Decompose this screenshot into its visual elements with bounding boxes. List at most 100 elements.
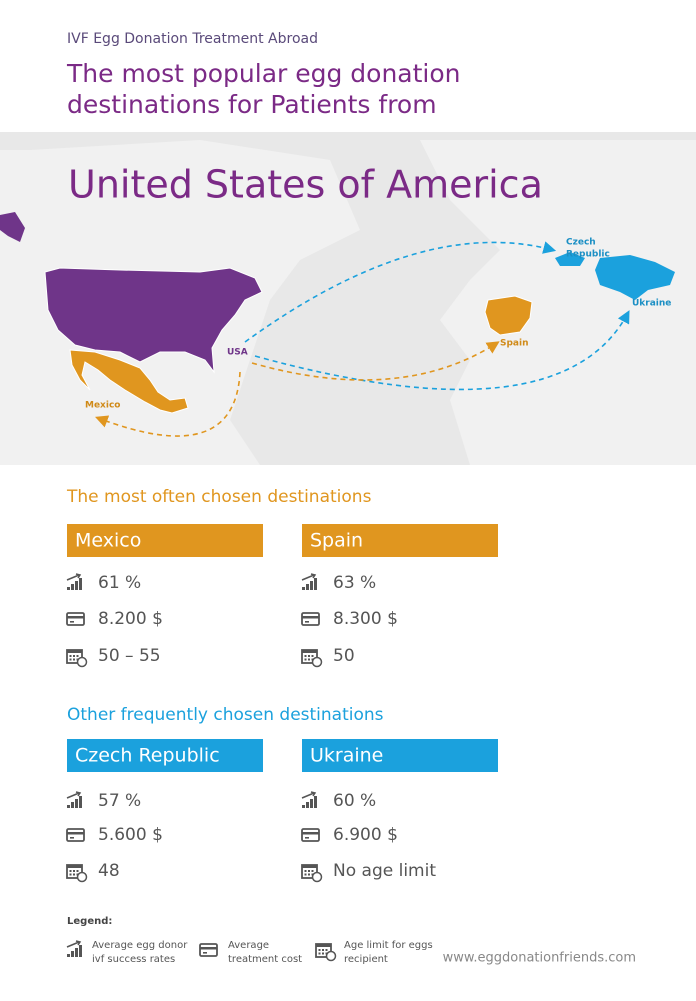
icon-day — [304, 870, 307, 872]
icon-bar — [314, 578, 317, 590]
icon-arrow — [66, 573, 82, 581]
icon-chip — [70, 621, 74, 623]
legend-text: treatment cost — [228, 954, 302, 965]
legend-text: recipient — [344, 954, 388, 965]
destination-bar — [67, 524, 263, 557]
icon-cost — [301, 612, 320, 626]
icon-cost — [66, 612, 85, 626]
map-label: Czech — [566, 238, 596, 248]
legend-title: Legend: — [67, 916, 112, 927]
stat-value: No age limit — [333, 861, 436, 881]
icon-bar — [71, 802, 74, 808]
icon-arrow — [301, 791, 317, 799]
icon-success_rate — [66, 791, 82, 808]
icon-chip — [203, 952, 207, 954]
icon-arrow — [66, 791, 82, 799]
icon-age_limit — [315, 943, 337, 962]
ukraine-shape — [595, 255, 675, 300]
land — [420, 140, 696, 465]
icon-clock — [311, 871, 323, 883]
icon-bar — [306, 802, 309, 808]
icon-age_limit — [301, 864, 323, 883]
icon-calendar-top — [302, 865, 317, 868]
icon-card — [66, 612, 85, 626]
kicker: IVF Egg Donation Treatment Abroad — [67, 31, 318, 47]
czech-shape — [555, 252, 585, 266]
icon-clock — [325, 950, 337, 962]
icon-day — [69, 655, 72, 657]
icon-bar — [71, 951, 74, 957]
icon-age_limit — [66, 864, 88, 883]
icon-day — [308, 870, 310, 872]
icon-day — [76, 655, 79, 657]
icon-arrow — [66, 940, 82, 948]
footer-url: www.eggdonationfriends.com — [443, 951, 636, 966]
icon-day — [308, 658, 310, 661]
destination-bar — [302, 524, 498, 557]
icon-bar — [314, 796, 317, 808]
icon-day — [73, 655, 75, 657]
icon-bar — [79, 578, 82, 590]
icon-stripe — [67, 616, 84, 619]
icon-bar — [310, 799, 313, 808]
route-spain — [251, 341, 500, 381]
map-label: Mexico — [85, 401, 120, 411]
icon-clock — [76, 871, 88, 883]
stat-value: 50 — [333, 646, 355, 666]
icon-bar — [306, 584, 309, 590]
map: United States of America USA Mexico Spai… — [0, 132, 696, 465]
title-line: The most popular egg donation — [66, 59, 461, 88]
icon-day — [73, 873, 75, 876]
destination-bar — [67, 739, 263, 772]
mexico-shape — [69, 349, 189, 414]
title-line: destinations for Patients from — [67, 90, 437, 119]
icon-day — [325, 949, 328, 951]
icon-bar — [67, 587, 70, 590]
destination-name: Ukraine — [310, 745, 383, 767]
usa-shape — [44, 267, 263, 374]
icon-day — [73, 870, 75, 872]
destination-bar — [302, 739, 498, 772]
icon-calendar-top — [316, 944, 331, 947]
route-ukraine — [254, 310, 630, 391]
stat-value: 5.600 $ — [98, 825, 163, 845]
icon-success_rate — [66, 573, 82, 590]
icon-day — [69, 658, 72, 661]
legend-text: ivf success rates — [92, 954, 175, 965]
stat-value: 57 % — [98, 791, 141, 811]
icon-bar — [302, 805, 305, 808]
icon-arrow — [301, 573, 317, 581]
icon-day — [69, 870, 72, 872]
icon-card — [301, 612, 320, 626]
icon-bar — [302, 587, 305, 590]
legend-text: Average — [228, 940, 269, 951]
icon-bar — [75, 581, 78, 590]
spain-shape — [484, 295, 533, 336]
section-heading: The most often chosen destinations — [66, 487, 372, 507]
icon-stripe — [67, 832, 84, 835]
icon-day — [311, 870, 314, 872]
icon-bar — [67, 954, 70, 957]
icon-card — [199, 943, 218, 957]
icon-day — [308, 655, 310, 657]
map-label: USA — [227, 348, 248, 358]
legend-text: Average egg donor — [92, 940, 188, 951]
icon-success_rate — [301, 573, 317, 590]
icon-day — [76, 870, 79, 872]
map-country: United States of America — [68, 163, 543, 207]
icon-clock — [76, 656, 88, 668]
icon-day — [318, 949, 321, 951]
route-mexico — [95, 371, 241, 437]
icon-chip — [305, 621, 309, 623]
icon-day — [311, 655, 314, 657]
destination-name: Mexico — [75, 530, 141, 552]
icon-bar — [79, 796, 82, 808]
icon-day — [304, 655, 307, 657]
icon-age_limit — [66, 649, 88, 668]
icon-card — [301, 828, 320, 842]
icon-calendar-top — [67, 650, 82, 653]
icon-calendar-top — [302, 650, 317, 653]
icon-day — [73, 658, 75, 661]
icon-stripe — [200, 947, 217, 950]
